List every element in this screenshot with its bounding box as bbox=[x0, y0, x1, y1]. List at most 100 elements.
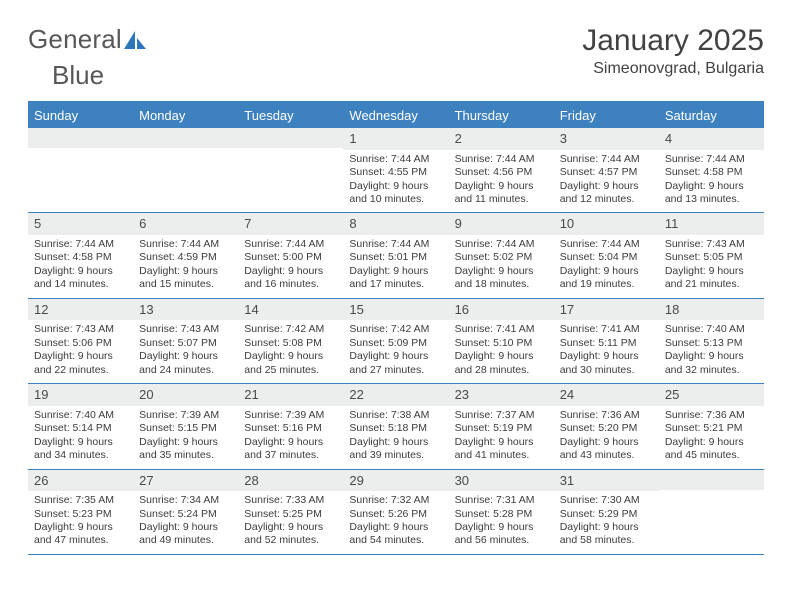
daylight-line: Daylight: 9 hoursand 18 minutes. bbox=[455, 265, 534, 290]
day-number: 30 bbox=[449, 470, 554, 492]
calendar-cell: 4Sunrise: 7:44 AMSunset: 4:58 PMDaylight… bbox=[659, 128, 764, 213]
sunrise-line: Sunrise: 7:43 AM bbox=[139, 323, 219, 335]
sunset-line: Sunset: 5:09 PM bbox=[349, 337, 427, 349]
daylight-line: Daylight: 9 hoursand 14 minutes. bbox=[34, 265, 113, 290]
sunset-line: Sunset: 5:07 PM bbox=[139, 337, 217, 349]
day-info: Sunrise: 7:44 AMSunset: 4:57 PMDaylight:… bbox=[560, 153, 653, 207]
day-number: 5 bbox=[28, 213, 133, 235]
day-number: 16 bbox=[449, 299, 554, 321]
daylight-line: Daylight: 9 hoursand 43 minutes. bbox=[560, 436, 639, 461]
day-info: Sunrise: 7:32 AMSunset: 5:26 PMDaylight:… bbox=[349, 494, 442, 548]
sunrise-line: Sunrise: 7:30 AM bbox=[560, 494, 640, 506]
day-number: 15 bbox=[343, 299, 448, 321]
day-info: Sunrise: 7:44 AMSunset: 5:04 PMDaylight:… bbox=[560, 238, 653, 292]
calendar-cell: 29Sunrise: 7:32 AMSunset: 5:26 PMDayligh… bbox=[343, 469, 448, 554]
calendar-row: 19 Sunrise: 7:40 AMSunset: 5:14 PM Dayligh… bbox=[28, 384, 764, 469]
daylight-line: Daylight: 9 hoursand 47 minutes. bbox=[34, 521, 113, 546]
location: Simeonovgrad, Bulgaria bbox=[582, 60, 764, 78]
day-number: 13 bbox=[133, 299, 238, 321]
sunset-line: Sunset: 4:58 PM bbox=[665, 166, 743, 178]
daylight-line: Daylight: 9 hoursand 37 minutes. bbox=[244, 436, 323, 461]
sunrise-line: Sunrise: 7:38 AM bbox=[349, 409, 429, 421]
page-title: January 2025 bbox=[582, 24, 764, 58]
sunrise-line: Sunrise: 7:44 AM bbox=[244, 238, 324, 250]
day-info: Sunrise: 7:43 AM Sunset: 5:07 PMDaylight:… bbox=[139, 323, 232, 377]
calendar-cell: 12Sunrise: 7:43 AMSunset: 5:06 PMDayligh… bbox=[28, 298, 133, 383]
sunset-line: Sunset: 5:14 PM bbox=[34, 422, 112, 434]
sunrise-line: Sunrise: 7:40 AM bbox=[665, 323, 745, 335]
sunrise-line: Sunrise: 7:44 AM bbox=[560, 153, 640, 165]
calendar-row: 1 Sunrise: 7:44 AM Sunset: 4:55 PM Daylight… bbox=[28, 128, 764, 213]
calendar-cell bbox=[28, 128, 133, 213]
logo-text-general: General bbox=[28, 24, 122, 55]
day-number: 26 bbox=[28, 470, 133, 492]
sunset-line: Sunset: 5:06 PM bbox=[34, 337, 112, 349]
daylight-line: Daylight: 9 hoursand 25 minutes. bbox=[244, 350, 323, 375]
day-number: 14 bbox=[238, 299, 343, 321]
sunrise-line: Sunrise: 7:44 AM bbox=[455, 153, 535, 165]
daylight-line: Daylight: 9 hoursand 45 minutes. bbox=[665, 436, 744, 461]
day-number: 19 bbox=[28, 384, 133, 406]
calendar-cell: 11Sunrise: 7:43 AMSunset: 5:05 PMDayligh… bbox=[659, 213, 764, 298]
calendar-cell: 19 Sunrise: 7:40 AMSunset: 5:14 PM Dayligh… bbox=[28, 384, 133, 469]
calendar-cell bbox=[238, 128, 343, 213]
daylight-line: Daylight: 9 hoursand 15 minutes. bbox=[139, 265, 218, 290]
sunset-line: Sunset: 5:02 PM bbox=[455, 251, 533, 263]
daylight-line: Daylight: 9 hoursand 35 minutes. bbox=[139, 436, 218, 461]
empty-day-header bbox=[238, 128, 343, 148]
daylight-line: Daylight: 9 hoursand 24 minutes. bbox=[139, 350, 218, 375]
calendar-cell: 23Sunrise: 7:37 AMSunset: 5:19 PMDayligh… bbox=[449, 384, 554, 469]
sunset-line: Sunset: 5:20 PM bbox=[560, 422, 638, 434]
sunset-line: Sunset: 5:24 PM bbox=[139, 508, 217, 520]
sunrise-line: Sunrise: 7:44 AM bbox=[455, 238, 535, 250]
logo-sail-icon bbox=[124, 31, 148, 49]
day-number: 23 bbox=[449, 384, 554, 406]
daylight-line: Daylight: 9 hoursand 28 minutes. bbox=[455, 350, 534, 375]
daylight-line: Daylight: 9 hoursand 13 minutes. bbox=[665, 180, 744, 205]
calendar-cell: 20Sunrise: 7:39 AMSunset: 5:15 PMDayligh… bbox=[133, 384, 238, 469]
calendar-cell: 25Sunrise: 7:36 AMSunset: 5:21 PMDayligh… bbox=[659, 384, 764, 469]
sunrise-line: Sunrise: 7:40 AM bbox=[34, 409, 114, 421]
day-number: 31 bbox=[554, 470, 659, 492]
daylight-line: Daylight: 9 hoursand 21 minutes. bbox=[665, 265, 744, 290]
sunrise-line: Sunrise: 7:42 AM bbox=[349, 323, 429, 335]
day-number: 18 bbox=[659, 299, 764, 321]
day-info: Sunrise: 7:30 AMSunset: 5:29 PMDaylight:… bbox=[560, 494, 653, 548]
daylight-line: Daylight: 9 hoursand 39 minutes. bbox=[349, 436, 428, 461]
sunset-line: Sunset: 5:18 PM bbox=[349, 422, 427, 434]
sunset-line: Sunset: 5:11 PM bbox=[560, 337, 637, 349]
sunset-line: Sunset: 4:56 PM bbox=[455, 166, 533, 178]
day-info: Sunrise: 7:31 AMSunset: 5:28 PMDaylight:… bbox=[455, 494, 548, 548]
daylight-line: Daylight: 9 hoursand 19 minutes. bbox=[560, 265, 639, 290]
sunrise-line: Sunrise: 7:33 AM bbox=[244, 494, 324, 506]
daylight-line: Daylight: 9 hoursand 54 minutes. bbox=[349, 521, 428, 546]
day-number: 24 bbox=[554, 384, 659, 406]
day-info: Sunrise: 7:39 AMSunset: 5:16 PMDaylight:… bbox=[244, 409, 337, 463]
day-number: 1 bbox=[343, 128, 448, 150]
calendar-cell: 5Sunrise: 7:44 AMSunset: 4:58 PMDaylight… bbox=[28, 213, 133, 298]
day-number: 10 bbox=[554, 213, 659, 235]
daylight-line: Daylight: 9 hoursand 27 minutes. bbox=[349, 350, 428, 375]
daylight-line: Daylight: 9 hoursand 16 minutes. bbox=[244, 265, 323, 290]
calendar-cell: 1Sunrise: 7:44 AMSunset: 4:55 PMDaylight… bbox=[343, 128, 448, 213]
weekday-header: Friday bbox=[554, 103, 659, 128]
day-info: Sunrise: 7:44 AMSunset: 4:56 PMDaylight:… bbox=[455, 153, 548, 207]
day-number: 22 bbox=[343, 384, 448, 406]
daylight-line: Daylight: 9 hoursand 34 minutes. bbox=[34, 436, 113, 461]
day-info: Sunrise: 7:38 AMSunset: 5:18 PM Daylight:… bbox=[349, 409, 442, 463]
calendar-cell: 3Sunrise: 7:44 AMSunset: 4:57 PMDaylight… bbox=[554, 128, 659, 213]
sunset-line: Sunset: 4:55 PM bbox=[349, 166, 427, 178]
sunrise-line: Sunrise: 7:43 AM bbox=[665, 238, 745, 250]
day-info: Sunrise: 7:41 AMSunset: 5:10 PMDaylight:… bbox=[455, 323, 548, 377]
daylight-line: Daylight: 9 hoursand 22 minutes. bbox=[34, 350, 113, 375]
daylight-line: Daylight: 9 hoursand 12 minutes. bbox=[560, 180, 639, 205]
sunset-line: Sunset: 5:23 PM bbox=[34, 508, 112, 520]
sunrise-line: Sunrise: 7:37 AM bbox=[455, 409, 535, 421]
calendar-cell: 10 Sunrise: 7:44 AMSunset: 5:04 PMDayligh… bbox=[554, 213, 659, 298]
calendar-table: Sunday Monday Tuesday Wednesday Thursday… bbox=[28, 103, 764, 555]
day-info: Sunrise: 7:40 AMSunset: 5:13 PMDaylight:… bbox=[665, 323, 758, 377]
day-number: 21 bbox=[238, 384, 343, 406]
calendar-row: 26Sunrise: 7:35 AMSunset: 5:23 PMDayligh… bbox=[28, 469, 764, 554]
daylight-line: Daylight: 9 hoursand 49 minutes. bbox=[139, 521, 218, 546]
calendar-cell: 21 Sunrise: 7:39 AMSunset: 5:16 PMDayligh… bbox=[238, 384, 343, 469]
